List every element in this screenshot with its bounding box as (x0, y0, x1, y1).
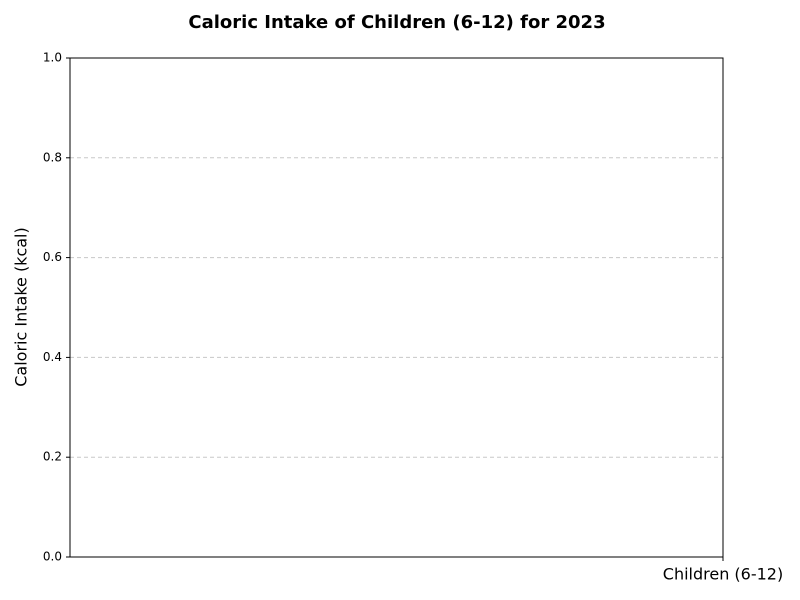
y-tick-label: 0.0 (43, 550, 62, 564)
y-tick-label: 0.6 (43, 250, 62, 264)
y-tick-label: 0.4 (43, 350, 62, 364)
y-tick-label: 0.2 (43, 450, 62, 464)
y-axis-label: Caloric Intake (kcal) (12, 227, 31, 386)
y-tick-label: 0.8 (43, 150, 62, 164)
y-tick-label: 1.0 (43, 51, 62, 65)
x-tick-label: Children (6-12) (663, 565, 783, 584)
plot-frame (69, 57, 724, 558)
chart-title: Caloric Intake of Children (6-12) for 20… (188, 12, 605, 33)
